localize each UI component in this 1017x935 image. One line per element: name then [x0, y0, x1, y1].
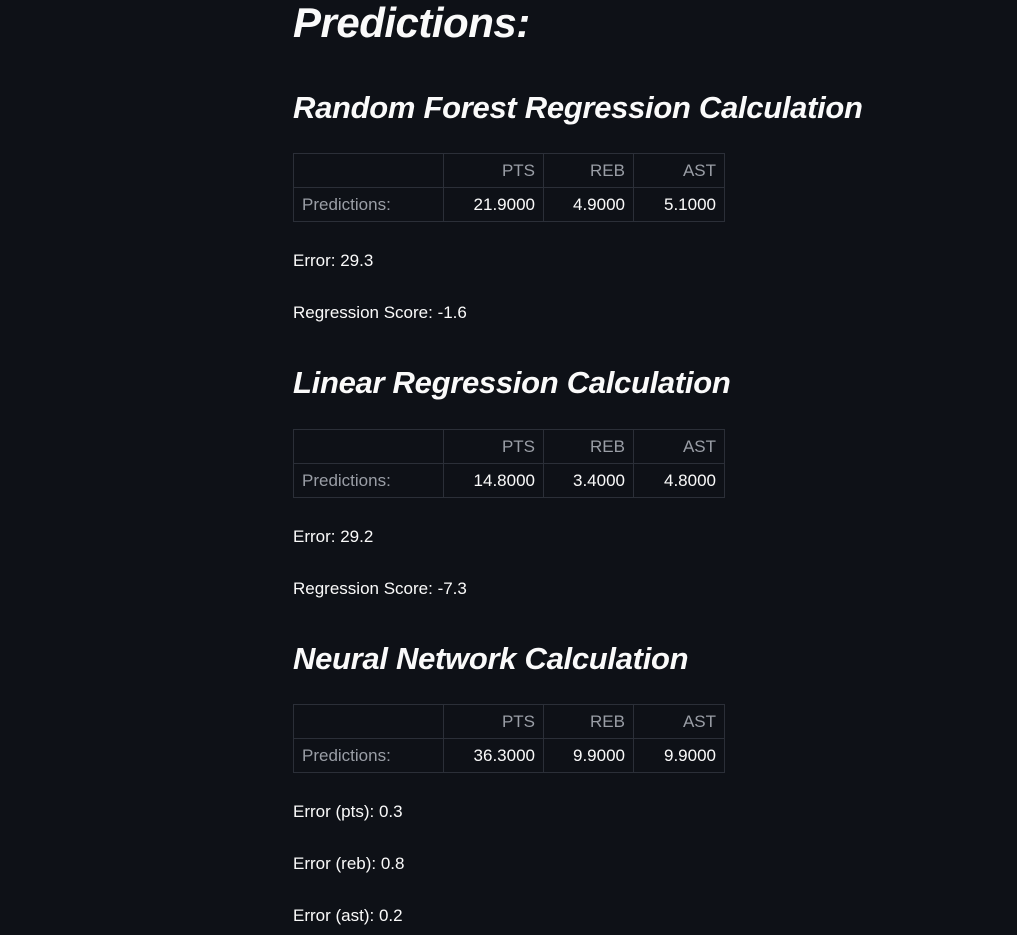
table-row: Predictions: 36.3000 9.9000 9.9000 [293, 738, 725, 773]
table-header-row: PTS REB AST [293, 704, 725, 739]
value-pts: 14.8000 [443, 463, 544, 498]
regression-score-text-linear-regression: Regression Score: -7.3 [293, 579, 467, 598]
table-header-row: PTS REB AST [293, 153, 725, 188]
value-reb: 9.9000 [543, 738, 634, 773]
table-row: Predictions: 14.8000 3.4000 4.8000 [293, 463, 725, 498]
table-corner-cell [293, 429, 444, 464]
column-header-reb: REB [543, 429, 634, 464]
row-label: Predictions: [293, 463, 444, 498]
table-corner-cell [293, 704, 444, 739]
section-title-linear-regression: Linear Regression Calculation [293, 365, 731, 400]
predictions-table-neural-network: PTS REB AST Predictions: 36.3000 9.9000 … [293, 704, 725, 773]
column-header-reb: REB [543, 704, 634, 739]
value-reb: 4.9000 [543, 187, 634, 222]
column-header-reb: REB [543, 153, 634, 188]
column-header-ast: AST [633, 429, 725, 464]
section-title-neural-network: Neural Network Calculation [293, 641, 689, 676]
section-title-random-forest: Random Forest Regression Calculation [293, 90, 863, 125]
page-title: Predictions: [293, 0, 530, 46]
column-header-ast: AST [633, 153, 725, 188]
column-header-ast: AST [633, 704, 725, 739]
error-reb-text-neural-network: Error (reb): 0.8 [293, 854, 405, 873]
regression-score-text-random-forest: Regression Score: -1.6 [293, 303, 467, 322]
value-pts: 36.3000 [443, 738, 544, 773]
row-label: Predictions: [293, 738, 444, 773]
table-corner-cell [293, 153, 444, 188]
value-ast: 5.1000 [633, 187, 725, 222]
error-pts-text-neural-network: Error (pts): 0.3 [293, 802, 403, 821]
predictions-table-random-forest: PTS REB AST Predictions: 21.9000 4.9000 … [293, 153, 725, 222]
table-row: Predictions: 21.9000 4.9000 5.1000 [293, 187, 725, 222]
row-label: Predictions: [293, 187, 444, 222]
error-text-linear-regression: Error: 29.2 [293, 527, 374, 546]
column-header-pts: PTS [443, 429, 544, 464]
predictions-table-linear-regression: PTS REB AST Predictions: 14.8000 3.4000 … [293, 429, 725, 498]
value-ast: 4.8000 [633, 463, 725, 498]
error-ast-text-neural-network: Error (ast): 0.2 [293, 906, 403, 925]
error-text-random-forest: Error: 29.3 [293, 251, 374, 270]
value-ast: 9.9000 [633, 738, 725, 773]
value-reb: 3.4000 [543, 463, 634, 498]
table-header-row: PTS REB AST [293, 429, 725, 464]
column-header-pts: PTS [443, 704, 544, 739]
column-header-pts: PTS [443, 153, 544, 188]
value-pts: 21.9000 [443, 187, 544, 222]
